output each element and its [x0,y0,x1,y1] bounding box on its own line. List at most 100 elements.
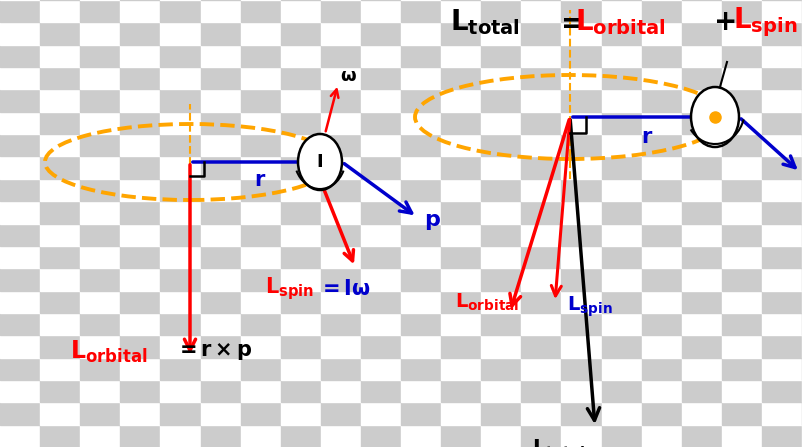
Bar [241,134,281,156]
Bar [602,67,642,89]
Bar [0,22,40,45]
Bar [642,179,682,201]
Bar [762,291,802,313]
Bar [160,156,200,179]
Bar [361,291,401,313]
Bar [561,89,602,112]
Bar [521,291,561,313]
Bar [441,201,481,224]
Bar [281,156,321,179]
Bar [120,112,160,134]
Bar [561,112,602,134]
Bar [602,89,642,112]
Bar [40,89,80,112]
Bar [521,201,561,224]
Bar [682,201,722,224]
Bar [561,201,602,224]
Bar [722,112,762,134]
Bar [120,0,160,22]
Bar [200,358,241,380]
Bar [682,67,722,89]
Bar [762,380,802,402]
Bar [642,425,682,447]
Bar [642,67,682,89]
Bar [321,358,361,380]
Bar [361,425,401,447]
Bar [321,425,361,447]
Bar [561,268,602,291]
Bar [0,268,40,291]
Bar [441,291,481,313]
Bar [0,358,40,380]
Bar [401,112,441,134]
Bar [321,246,361,268]
Bar [722,134,762,156]
Bar [160,67,200,89]
Bar [441,313,481,335]
Bar [642,45,682,67]
Bar [0,402,40,425]
Bar [481,134,521,156]
Bar [40,67,80,89]
Text: $\mathbf{r}$: $\mathbf{r}$ [254,170,266,190]
Bar [602,45,642,67]
Bar [321,156,361,179]
Bar [200,201,241,224]
Bar [361,335,401,358]
Bar [241,0,281,22]
Bar [0,156,40,179]
Bar [200,134,241,156]
Text: $\mathbf{L_{spin}}$: $\mathbf{L_{spin}}$ [733,5,797,39]
Bar [762,112,802,134]
Bar [0,201,40,224]
Bar [361,89,401,112]
Text: $\mathbf{r}$: $\mathbf{r}$ [641,127,653,147]
Bar [481,425,521,447]
Bar [80,89,120,112]
Bar [241,45,281,67]
Bar [441,402,481,425]
Bar [682,313,722,335]
Bar [241,358,281,380]
Bar [120,425,160,447]
Bar [722,67,762,89]
Bar [722,335,762,358]
Bar [521,134,561,156]
Text: $\mathbf{L_{total}}$: $\mathbf{L_{total}}$ [450,7,520,37]
Bar [481,45,521,67]
Bar [321,380,361,402]
Bar [281,112,321,134]
Bar [241,246,281,268]
Bar [762,246,802,268]
Bar [561,246,602,268]
Bar [682,358,722,380]
Bar [80,0,120,22]
Bar [401,201,441,224]
Bar [160,224,200,246]
Bar [120,291,160,313]
Bar [80,201,120,224]
Bar [602,358,642,380]
Bar [722,425,762,447]
Bar [762,201,802,224]
Bar [602,0,642,22]
Bar [642,201,682,224]
Bar [602,22,642,45]
Bar [441,0,481,22]
Bar [561,380,602,402]
Bar [762,402,802,425]
Bar [682,112,722,134]
Bar [80,156,120,179]
Bar [120,179,160,201]
Text: $\mathbf{L_{spin}}$: $\mathbf{L_{spin}}$ [265,276,314,303]
Bar [361,201,401,224]
Bar [602,425,642,447]
Bar [0,112,40,134]
Bar [281,224,321,246]
Bar [602,335,642,358]
Bar [682,134,722,156]
Bar [241,179,281,201]
Ellipse shape [298,134,342,190]
Bar [281,89,321,112]
Bar [441,224,481,246]
